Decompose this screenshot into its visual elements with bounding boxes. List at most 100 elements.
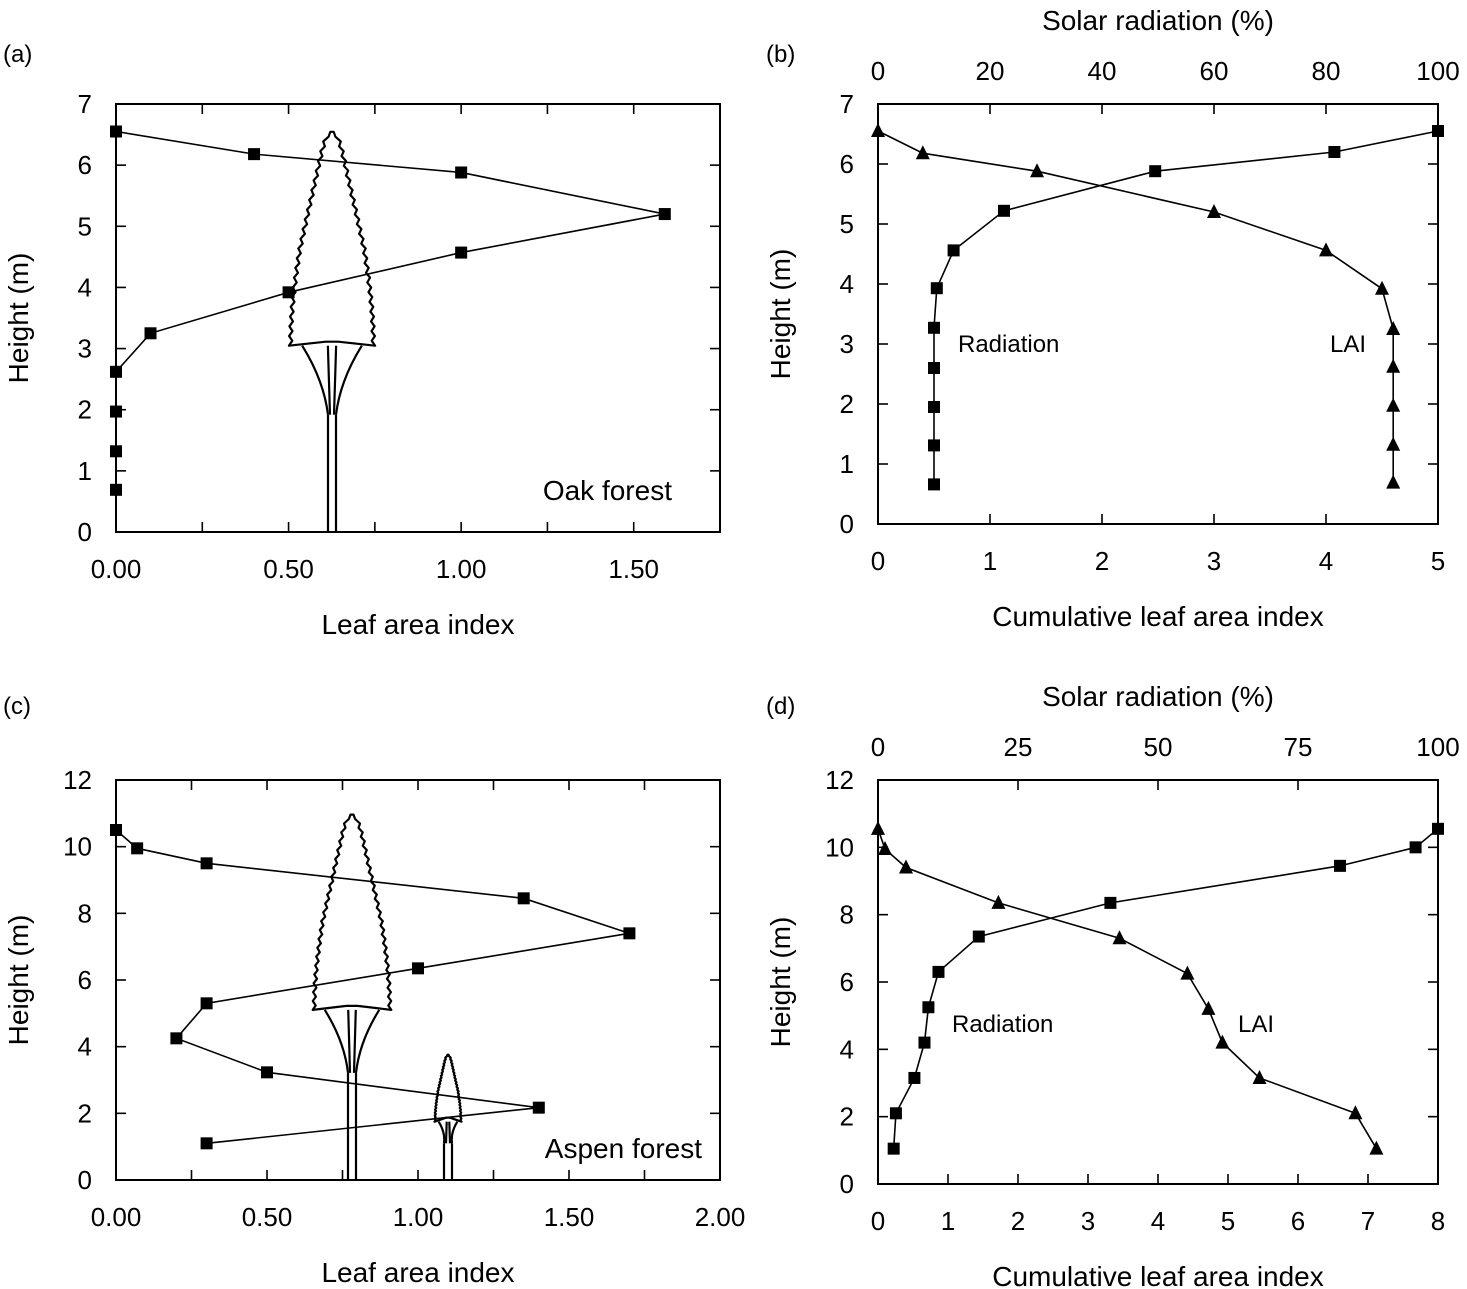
panel-c-x-axis-title: Leaf area index	[321, 1257, 514, 1288]
panel-a-series-0-point	[455, 246, 468, 259]
panel-a-y-axis-title: Height (m)	[3, 253, 34, 384]
panel-d-series-0-point	[1409, 841, 1422, 854]
panel-d-ytick-label: 6	[840, 967, 854, 997]
panel-a-ytick-label: 6	[78, 150, 92, 180]
panel-c-aspen-tree-large-icon-crown	[311, 813, 393, 1011]
panel-c-ytick-label: 8	[78, 898, 92, 928]
panel-a-oak-tree-icon-branch-mid	[326, 345, 332, 415]
panel-a-xtick-label: 1.50	[608, 554, 659, 584]
panel-c-y-axis-title: Height (m)	[3, 915, 34, 1046]
panel-d-series-1-point	[1252, 1069, 1267, 1084]
panel-d-top-tick-label: 75	[1284, 732, 1313, 762]
panel-b-xtick-label: 4	[1319, 546, 1333, 576]
panel-b-series-0-point	[928, 478, 940, 491]
panel-b-frame	[877, 103, 1439, 525]
panel-a: (a) 0 1 2 3 4 5 6 7 0.00 0.50 1.00 1.50 Leaf area ind…	[3, 41, 721, 640]
panel-d-series-0-line	[892, 828, 1439, 1149]
panel-c-xtick-label: 2.00	[695, 1202, 746, 1232]
panel-d-series-0-point	[918, 1036, 931, 1049]
panel-c-series-0-point	[261, 1066, 273, 1079]
panel-d-ytick-label: 10	[825, 832, 854, 862]
panel-c-aspen-tree-small-icon-branch-mid2	[448, 1121, 452, 1144]
panel-c-label: (c)	[3, 693, 31, 720]
panel-a-series-0-point	[110, 365, 122, 378]
panel-c-ytick-label: 0	[78, 1165, 92, 1195]
panel-a-label: (a)	[3, 41, 32, 68]
panel-b-series-0-point	[928, 401, 940, 413]
panel-c-ytick-label: 10	[63, 832, 92, 862]
panel-a-ytick-label: 0	[78, 517, 92, 547]
panel-b-series-1-point	[1030, 163, 1045, 178]
panel-b-xtick-label: 1	[983, 546, 997, 576]
panel-b-top-tick-label: 80	[1312, 56, 1341, 86]
panel-b-series-1-point	[871, 123, 885, 137]
panel-b-series-0-line	[933, 130, 1439, 485]
panel-c-annotation: Aspen forest	[545, 1133, 702, 1164]
panel-a-x-axis-title: Leaf area index	[321, 609, 514, 640]
panel-d-series-1-point	[1348, 1105, 1363, 1120]
panel-b-series-1-point	[915, 145, 930, 160]
panel-d-xtick-label: 0	[871, 1206, 885, 1236]
panel-a-series-0-point	[658, 208, 671, 221]
panel-a-xtick-label: 0.50	[263, 554, 314, 584]
panel-b-series-1-line	[877, 130, 1394, 483]
panel-d-series-0-point	[889, 1107, 902, 1120]
panel-c-aspen-tree-small-icon	[433, 1053, 463, 1180]
panel-c-series-0-point	[110, 824, 122, 836]
panel-b-series-0-point	[998, 204, 1010, 217]
panel-d-series-0-point	[1104, 896, 1117, 909]
panel-b-series-1-point	[1375, 280, 1389, 295]
panel-b-xtick-label: 3	[1207, 546, 1221, 576]
panel-d-series-0-point	[908, 1071, 921, 1084]
panel-a-oak-tree-icon-branch-mid2	[332, 345, 338, 415]
panel-b-lai-label: LAI	[1330, 331, 1366, 358]
panel-a-oak-tree-icon-crown	[287, 130, 377, 347]
panel-d-xtick-label: 7	[1361, 1206, 1375, 1236]
panel-b-ytick-label: 6	[840, 149, 854, 179]
panel-b-top-tick-label: 60	[1200, 56, 1229, 86]
panel-c-xtick-label: 0.50	[242, 1202, 293, 1232]
panel-d-top-tick-label: 100	[1416, 732, 1459, 762]
panel-d-series-0-point	[1432, 822, 1444, 835]
panel-c-series-0-point	[200, 1137, 213, 1150]
panel-c-ytick-label: 12	[63, 765, 92, 795]
panel-a-series-0-point	[455, 166, 468, 179]
panel-a-ytick-label: 3	[78, 334, 92, 364]
panel-d-series-0-point	[922, 1001, 935, 1014]
panel-a-series-0-point	[248, 148, 261, 161]
panel-b-top-tick-label: 100	[1416, 56, 1459, 86]
panel-d-series-1-point	[871, 820, 885, 835]
panel-b-series-0-point	[928, 362, 940, 374]
panel-b-series-0-point	[928, 439, 940, 452]
panel-b-series-1-point	[1386, 358, 1401, 373]
panel-d-series-1-point	[1112, 930, 1127, 945]
panel-d-radiation-label: Radiation	[952, 1011, 1053, 1038]
panel-b-top-tick-label: 20	[976, 56, 1005, 86]
panel-b-series-0-point	[1432, 125, 1444, 137]
panel-b-series-0-point	[928, 321, 940, 334]
panel-d-ytick-label: 2	[840, 1102, 854, 1132]
panel-a-series-0-point	[110, 125, 122, 138]
panel-a-series-0-point	[110, 405, 122, 418]
panel-a-xtick-label: 1.00	[436, 554, 487, 584]
panel-d-xtick-label: 6	[1291, 1206, 1305, 1236]
panel-a-ytick-label: 5	[78, 211, 92, 241]
panel-b-label: (b)	[766, 41, 795, 68]
panel-d-series-0-point	[1334, 859, 1346, 872]
panel-d-series-1-point	[878, 841, 892, 856]
panel-d-series-0-point	[887, 1142, 900, 1155]
panel-d-xtick-label: 3	[1081, 1206, 1095, 1236]
panel-a-oak-tree-icon-branch-right	[334, 345, 363, 415]
panel-b-ytick-label: 5	[840, 209, 854, 239]
panel-c-aspen-tree-small-icon-branch-right	[450, 1121, 459, 1144]
panel-a-ytick-label: 2	[78, 395, 92, 425]
panel-a-oak-tree-icon-branch-left	[301, 345, 330, 415]
panel-d-ytick-label: 12	[825, 765, 854, 795]
panel-b-xtick-label: 0	[871, 546, 885, 576]
panel-c-aspen-tree-large-icon	[311, 813, 393, 1180]
panel-d-ytick-label: 4	[840, 1034, 854, 1064]
panel-b-y-axis-title: Height (m)	[765, 249, 796, 380]
panel-b-ytick-label: 2	[840, 389, 854, 419]
panel-d-lai-label: LAI	[1238, 1011, 1274, 1038]
